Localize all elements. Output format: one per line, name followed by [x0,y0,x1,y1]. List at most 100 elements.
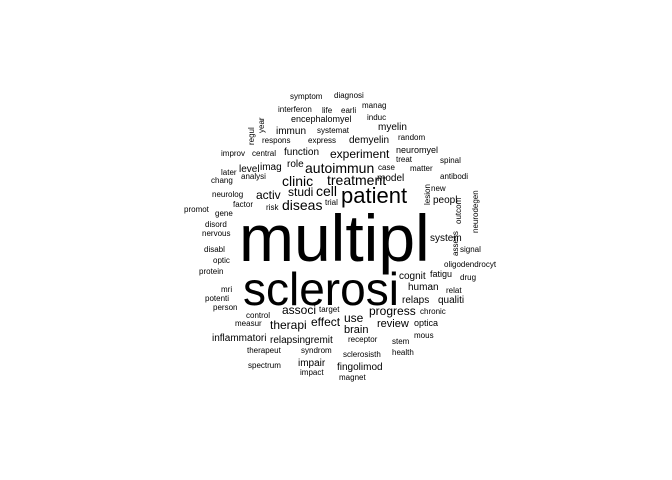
word: risk [266,203,279,212]
word: optica [414,318,439,328]
word: potenti [205,294,230,303]
word: studi [288,185,314,199]
word: analysi [241,172,266,181]
word: symptom [290,92,323,101]
word: systemat [317,126,350,135]
word: relaps [402,295,430,306]
word: assess [451,231,460,256]
word: sclerosi [243,263,399,315]
word: year [257,117,266,133]
word: chronic [420,307,446,316]
word: effect [311,315,341,329]
word: syndrom [301,346,332,355]
word: health [392,348,414,357]
word: interferon [278,105,312,114]
word: cell [316,183,338,199]
word: experiment [330,147,390,161]
word: case [378,163,395,172]
word: autoimmun [305,160,375,176]
word: oligodendrocyt [444,260,497,269]
word: central [252,149,277,158]
word: later [221,168,237,177]
word: patient [341,183,408,208]
word: system [430,233,462,244]
word: manag [362,101,387,110]
word: target [319,305,340,314]
word: relat [446,286,462,295]
word: peopl [433,195,458,206]
word: person [213,303,238,312]
word: inflammatori [212,333,267,344]
word: drug [460,273,477,282]
word: nervous [202,229,231,238]
word: multipl [239,201,430,275]
word: antibodi [440,172,469,181]
word: express [308,136,337,145]
word: induc [367,113,387,122]
word: factor [233,200,254,209]
word: chang [211,176,233,185]
word: improv [221,149,246,158]
word: measur [235,319,262,328]
word: promot [184,205,209,214]
word: receptor [348,335,378,344]
word: disord [205,220,227,229]
word: use [344,311,364,325]
word: treatment [327,172,387,188]
word: function [284,147,320,158]
word: sclerosisth [343,350,381,359]
word: earli [341,106,357,115]
word: diagnosi [334,91,364,100]
word: therapi [270,318,307,332]
word: protein [199,267,224,276]
word: control [246,311,271,320]
word: respons [262,136,291,145]
word: immun [276,126,307,137]
word: clinic [282,173,314,189]
word: neuromyel [396,145,439,155]
word: disabl [204,245,225,254]
word: signal [460,245,481,254]
word: model [377,173,405,184]
word: qualiti [438,295,465,306]
word: demyelin [349,135,390,146]
word: trial [325,198,338,207]
word: impair [298,358,326,369]
word: random [398,133,426,142]
word: gene [215,209,233,218]
word: diseas [282,197,323,213]
word: brain [344,324,369,336]
word: matter [410,164,433,173]
word: human [408,282,439,293]
word: spinal [440,156,461,165]
word: regul [247,127,256,145]
word: activ [256,188,281,202]
word: relapsingremit [270,335,333,346]
word: outcom [454,197,463,224]
word: life [322,106,333,115]
word: myelin [378,122,407,133]
word: progress [369,304,416,318]
word: impact [300,368,324,377]
word: cognit [399,271,426,282]
word: optic [213,256,230,265]
word: encephalomyel [291,114,352,124]
word: new [431,184,446,193]
word: mous [414,331,434,340]
word: neurolog [212,190,244,199]
word: review [377,318,409,330]
word: fingolimod [337,362,383,373]
word: stem [392,337,410,346]
word: role [287,159,304,170]
word: imag [260,162,282,173]
word: neurodegen [471,190,480,233]
word: associ [282,303,317,317]
word: fatigu [430,269,453,279]
word: level [239,164,260,175]
word: magnet [339,373,366,382]
word: therapeut [247,346,281,355]
word: mri [221,285,233,294]
word: spectrum [248,361,281,370]
word: treat [396,155,413,164]
